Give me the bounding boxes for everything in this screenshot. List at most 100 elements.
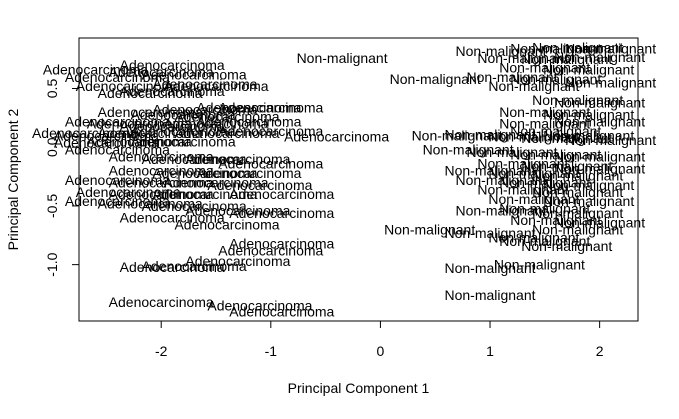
x-tick-label-0: -2 <box>155 343 168 359</box>
point-label-adenocarcinoma-51: Adenocarcinoma <box>229 205 334 221</box>
point-label-non-malignant-39: Non-malignant <box>499 174 590 190</box>
point-label-non-malignant-19: Non-malignant <box>499 116 590 132</box>
point-label-non-malignant-18: Non-malignant <box>543 106 634 122</box>
point-label-adenocarcinoma-35: Adenocarcinoma <box>218 156 323 172</box>
point-label-non-malignant-49: Non-malignant <box>554 214 645 230</box>
point-label-adenocarcinoma-45: Adenocarcinoma <box>152 186 257 202</box>
point-label-non-malignant-53: Non-malignant <box>488 230 579 246</box>
point-label-adenocarcinoma-39: Adenocarcinoma <box>65 172 170 188</box>
y-axis: -1.0 -0.5 0.0 0.5 <box>44 79 80 277</box>
point-label-adenocarcinoma-56: Adenocarcinoma <box>185 253 290 269</box>
point-label-non-malignant-21: Non-malignant <box>510 123 601 139</box>
point-label-adenocarcinoma-32: Adenocarcinoma <box>109 149 214 165</box>
point-label-adenocarcinoma-19: Adenocarcinoma <box>163 116 268 132</box>
point-label-adenocarcinoma-28: Adenocarcinoma <box>54 135 159 151</box>
point-label-non-malignant-22: Non-malignant <box>543 128 634 144</box>
point-label-non-malignant-17: Non-malignant <box>499 104 590 120</box>
point-label-adenocarcinoma-10: Adenocarcinoma <box>196 99 301 115</box>
point-label-non-malignant-35: Non-malignant <box>444 163 535 179</box>
point-label-adenocarcinoma-4: Adenocarcinoma <box>142 66 247 82</box>
point-label-adenocarcinoma-29: Adenocarcinoma <box>87 133 192 149</box>
point-label-adenocarcinoma-37: Adenocarcinoma <box>152 165 257 181</box>
y-axis-label: Principal Component 2 <box>5 108 21 250</box>
x-axis: -2 -1 0 1 2 <box>155 320 604 359</box>
point-label-non-malignant-4: Non-malignant <box>532 39 623 55</box>
point-label-non-malignant-16: Non-malignant <box>554 95 645 111</box>
point-label-non-malignant-20: Non-malignant <box>554 113 645 129</box>
point-label-non-malignant-10: Non-malignant <box>543 62 634 78</box>
point-label-non-malignant-44: Non-malignant <box>543 193 634 209</box>
point-label-adenocarcinoma-14: Adenocarcinoma <box>131 106 236 122</box>
point-label-adenocarcinoma-42: Adenocarcinoma <box>207 177 312 193</box>
point-label-non-malignant-58: Non-malignant <box>444 287 535 303</box>
point-label-adenocarcinoma-54: Adenocarcinoma <box>229 236 334 252</box>
point-label-non-malignant-32: Non-malignant <box>477 156 568 172</box>
point-label-non-malignant-3: Non-malignant <box>510 41 601 57</box>
point-label-non-malignant-48: Non-malignant <box>510 212 601 228</box>
point-label-non-malignant-45: Non-malignant <box>455 203 546 219</box>
point-label-non-malignant-30: Non-malignant <box>510 146 601 162</box>
point-label-non-malignant-23: Non-malignant <box>412 128 503 144</box>
point-label-non-malignant-26: Non-malignant <box>521 130 612 146</box>
point-label-adenocarcinoma-12: Adenocarcinoma <box>152 102 257 118</box>
y-tick-label-3: 0.5 <box>44 79 60 99</box>
point-label-adenocarcinoma-40: Adenocarcinoma <box>109 174 214 190</box>
y-tick-label-0: -1.0 <box>44 252 60 276</box>
point-label-adenocarcinoma-6: Adenocarcinoma <box>152 76 257 92</box>
x-axis-label: Principal Component 1 <box>288 380 430 396</box>
point-label-adenocarcinoma-21: Adenocarcinoma <box>32 125 137 141</box>
point-label-non-malignant-2: Non-malignant <box>455 43 546 59</box>
point-label-adenocarcinoma-43: Adenocarcinoma <box>76 184 181 200</box>
point-label-adenocarcinoma-38: Adenocarcinoma <box>196 165 301 181</box>
point-label-adenocarcinoma-52: Adenocarcinoma <box>120 210 225 226</box>
point-label-non-malignant-33: Non-malignant <box>521 158 612 174</box>
point-label-adenocarcinoma-33: Adenocarcinoma <box>142 151 247 167</box>
point-label-non-malignant-27: Non-malignant <box>565 132 656 148</box>
point-label-adenocarcinoma-27: Adenocarcinoma <box>284 129 389 145</box>
point-label-non-malignant-57: Non-malignant <box>444 260 535 276</box>
point-label-adenocarcinoma-53: Adenocarcinoma <box>174 217 279 233</box>
point-label-adenocarcinoma-17: Adenocarcinoma <box>87 116 192 132</box>
point-label-adenocarcinoma-48: Adenocarcinoma <box>98 196 203 212</box>
point-label-adenocarcinoma-44: Adenocarcinoma <box>109 186 214 202</box>
point-label-non-malignant-1: Non-malignant <box>390 71 481 87</box>
x-tick-label-3: 1 <box>486 343 494 359</box>
point-label-adenocarcinoma-9: Adenocarcinoma <box>120 83 225 99</box>
point-label-adenocarcinoma-61: Adenocarcinoma <box>229 304 334 320</box>
point-label-adenocarcinoma-34: Adenocarcinoma <box>185 151 290 167</box>
point-label-adenocarcinoma-0: Adenocarcinoma <box>120 57 225 73</box>
point-label-non-malignant-56: Non-malignant <box>494 257 585 273</box>
point-labels-layer: AdenocarcinomaAdenocarcinomaAdenocarcino… <box>32 39 656 319</box>
point-label-adenocarcinoma-3: Adenocarcinoma <box>109 64 214 80</box>
point-label-adenocarcinoma-18: Adenocarcinoma <box>120 118 225 134</box>
point-label-non-malignant-5: Non-malignant <box>565 41 656 57</box>
point-label-non-malignant-7: Non-malignant <box>521 51 612 67</box>
point-label-adenocarcinoma-55: Adenocarcinoma <box>218 243 323 259</box>
point-label-non-malignant-40: Non-malignant <box>543 177 634 193</box>
x-tick-label-4: 2 <box>596 343 604 359</box>
point-label-non-malignant-50: Non-malignant <box>532 221 623 237</box>
point-label-non-malignant-52: Non-malignant <box>444 225 535 241</box>
point-label-adenocarcinoma-50: Adenocarcinoma <box>185 203 290 219</box>
point-label-non-malignant-13: Non-malignant <box>565 75 656 91</box>
point-label-adenocarcinoma-30: Adenocarcinoma <box>131 133 236 149</box>
point-label-non-malignant-46: Non-malignant <box>499 200 590 216</box>
point-label-non-malignant-31: Non-malignant <box>554 149 645 165</box>
point-label-non-malignant-41: Non-malignant <box>477 182 568 198</box>
point-label-adenocarcinoma-41: Adenocarcinoma <box>163 174 268 190</box>
point-label-adenocarcinoma-46: Adenocarcinoma <box>229 186 334 202</box>
point-label-adenocarcinoma-22: Adenocarcinoma <box>54 128 159 144</box>
point-label-non-malignant-0: Non-malignant <box>297 50 388 66</box>
point-label-adenocarcinoma-15: Adenocarcinoma <box>174 109 279 125</box>
point-label-non-malignant-14: Non-malignant <box>488 78 579 94</box>
point-label-adenocarcinoma-2: Adenocarcinoma <box>65 69 170 85</box>
point-label-non-malignant-47: Non-malignant <box>532 205 623 221</box>
y-tick-label-1: -0.5 <box>44 194 60 218</box>
point-label-adenocarcinoma-58: Adenocarcinoma <box>142 258 247 274</box>
point-label-adenocarcinoma-23: Adenocarcinoma <box>98 125 203 141</box>
x-tick-label-1: -1 <box>265 343 278 359</box>
point-label-adenocarcinoma-8: Adenocarcinoma <box>98 85 203 101</box>
